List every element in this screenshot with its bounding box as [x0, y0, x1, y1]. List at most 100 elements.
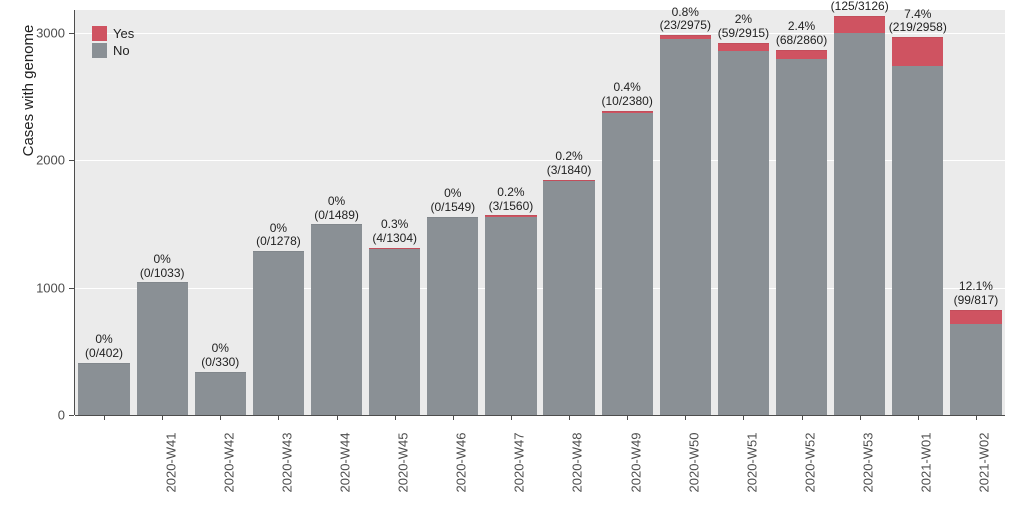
bar-pct-label: 0.3% [381, 217, 408, 231]
bar-frac-label: (0/1549) [430, 200, 475, 214]
x-tick [569, 415, 570, 420]
x-tick [162, 415, 163, 420]
x-tick-label: 2020-W50 [686, 433, 701, 493]
bar: 2.4%(68/2860) [776, 10, 827, 415]
bar-frac-label: (0/1033) [140, 266, 185, 280]
bar-pct-label: 0% [328, 194, 345, 208]
bar-frac-label: (3/1840) [547, 163, 592, 177]
bar-pct-label: 0% [444, 186, 461, 200]
bar: 0%(0/1489) [311, 10, 362, 415]
x-tick-label: 2020-W43 [279, 433, 294, 493]
bar-frac-label: (3/1560) [489, 199, 534, 213]
bar-frac-label: (0/330) [201, 355, 239, 369]
chart-panel: 0%(0/402)0%(0/1033)0%(0/330)0%(0/1278)0%… [75, 10, 1005, 415]
bar-frac-label: (219/2958) [889, 20, 947, 34]
x-tick [860, 415, 861, 420]
bar: 0.3%(4/1304) [369, 10, 420, 415]
x-tick-label: 2020-W53 [861, 433, 876, 493]
x-tick-label: 2021-W01 [919, 433, 934, 493]
x-tick [453, 415, 454, 420]
bar-frac-label: (99/817) [954, 293, 999, 307]
bar-frac-label: (68/2860) [776, 33, 827, 47]
x-tick-label: 2020-W45 [396, 433, 411, 493]
x-tick-label: 2020-W52 [802, 433, 817, 493]
x-tick [104, 415, 105, 420]
bar: 0.2%(3/1560) [485, 10, 536, 415]
bar-value-label: 0%(0/1278) [256, 222, 301, 250]
bar-segment-yes [660, 35, 711, 39]
bar-segment-no [776, 58, 827, 415]
bar-segment-no [602, 112, 653, 415]
bar-segment-no [718, 50, 769, 415]
bar-pct-label: 0.4% [613, 80, 640, 94]
y-tick [69, 415, 74, 416]
bar-segment-no [195, 372, 246, 415]
bar-value-label: 12.1%(99/817) [954, 280, 999, 308]
bar: 0%(0/402) [78, 10, 129, 415]
y-tick-label: 3000 [0, 25, 65, 40]
bar-value-label: 0%(0/330) [201, 342, 239, 370]
bar-segment-no [660, 38, 711, 415]
bar-value-label: 0.4%(10/2380) [601, 81, 652, 109]
bar-segment-no [427, 217, 478, 415]
x-tick [802, 415, 803, 420]
bar: 0.2%(3/1840) [543, 10, 594, 415]
legend-item: Yes [92, 26, 134, 41]
y-tick-label: 2000 [0, 153, 65, 168]
x-axis-line [75, 415, 1005, 416]
x-tick [220, 415, 221, 420]
bar-segment-no [137, 282, 188, 415]
bar: 4%(125/3126) [834, 10, 885, 415]
bar-value-label: 2.4%(68/2860) [776, 20, 827, 48]
x-tick [743, 415, 744, 420]
bar-segment-yes [718, 43, 769, 52]
bar-segment-yes [602, 111, 653, 113]
x-tick-label: 2020-W48 [570, 433, 585, 493]
y-axis-title: Cases with genome [20, 0, 37, 293]
bar-frac-label: (0/402) [85, 346, 123, 360]
x-tick-label: 2020-W49 [628, 433, 643, 493]
legend: Yes No [92, 26, 134, 60]
legend-label: No [113, 43, 130, 58]
x-tick [511, 415, 512, 420]
bar: 0%(0/1549) [427, 10, 478, 415]
bar-value-label: 0%(0/1549) [430, 187, 475, 215]
x-tick [278, 415, 279, 420]
bar-value-label: 0%(0/1033) [140, 253, 185, 281]
bar: 0%(0/330) [195, 10, 246, 415]
bar-value-label: 4%(125/3126) [831, 0, 889, 14]
bar-pct-label: 0.2% [497, 185, 524, 199]
x-tick-label: 2020-W47 [512, 433, 527, 493]
bar-segment-no [485, 216, 536, 415]
bar-value-label: 0%(0/1489) [314, 195, 359, 223]
bar: 7.4%(219/2958) [892, 10, 943, 415]
bar-segment-yes [543, 180, 594, 181]
bar-value-label: 2%(59/2915) [718, 13, 769, 41]
bar-value-label: 0%(0/402) [85, 333, 123, 361]
bar-frac-label: (23/2975) [660, 18, 711, 32]
bar-segment-yes [834, 16, 885, 33]
bar-pct-label: 0% [212, 341, 229, 355]
bar-frac-label: (0/1489) [314, 208, 359, 222]
x-tick [627, 415, 628, 420]
x-tick [685, 415, 686, 420]
bar-frac-label: (0/1278) [256, 234, 301, 248]
x-tick-label: 2020-W44 [337, 433, 352, 493]
bar-segment-no [892, 65, 943, 415]
bar-pct-label: 0% [270, 221, 287, 235]
bar-segment-no [253, 251, 304, 415]
y-axis-line [74, 10, 75, 415]
bar: 12.1%(99/817) [950, 10, 1001, 415]
y-tick-label: 1000 [0, 280, 65, 295]
x-tick-label: 2020-W41 [163, 433, 178, 493]
x-tick [918, 415, 919, 420]
bar-segment-yes [950, 310, 1001, 324]
bar-segment-no [369, 248, 420, 415]
bar-pct-label: 2.4% [788, 19, 815, 33]
x-tick [337, 415, 338, 420]
bar: 0.4%(10/2380) [602, 10, 653, 415]
x-tick-label: 2020-W51 [744, 433, 759, 493]
bar-value-label: 0.2%(3/1840) [547, 150, 592, 178]
bar-segment-no [950, 323, 1001, 415]
y-tick-label: 0 [0, 408, 65, 423]
